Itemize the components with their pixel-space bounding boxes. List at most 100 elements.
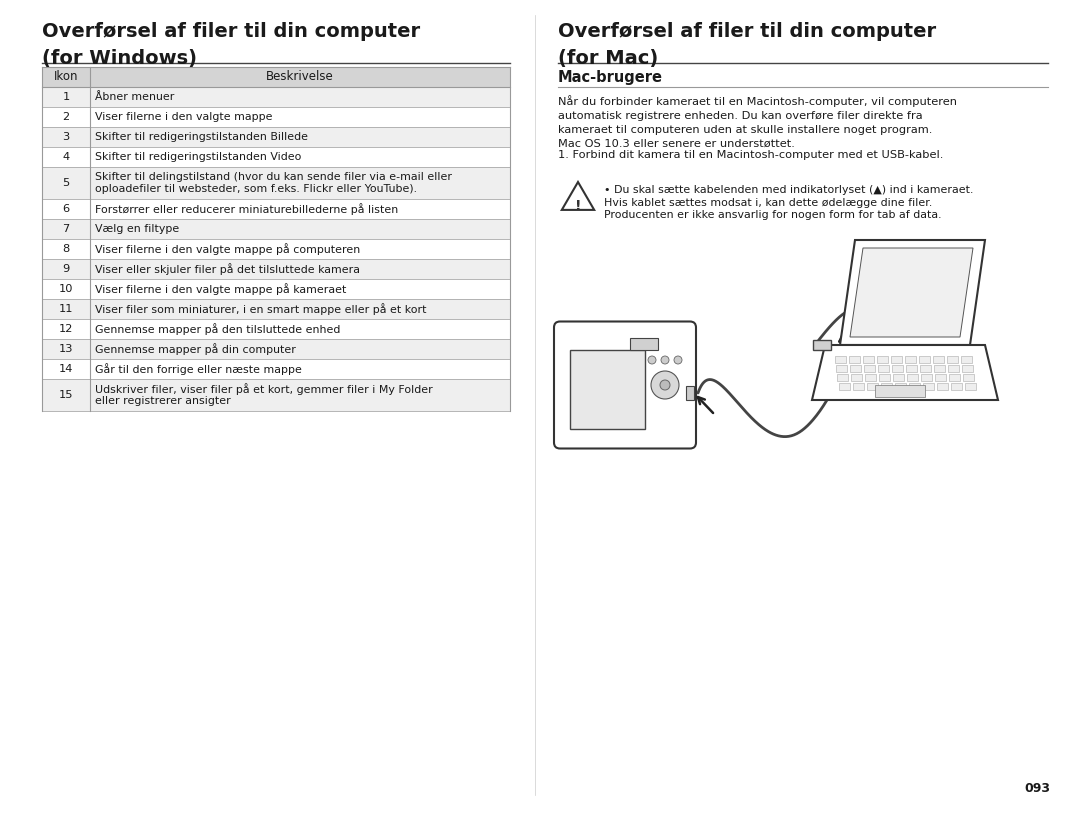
Polygon shape xyxy=(812,345,998,400)
Bar xyxy=(933,356,944,363)
Text: 1. Forbind dit kamera til en Macintosh-computer med et USB-kabel.: 1. Forbind dit kamera til en Macintosh-c… xyxy=(558,150,943,160)
Polygon shape xyxy=(562,182,594,210)
Bar xyxy=(908,383,919,390)
Bar xyxy=(875,385,924,397)
Text: Hvis kablet sættes modsat i, kan dette ødelægge dine filer.: Hvis kablet sættes modsat i, kan dette ø… xyxy=(604,198,932,208)
Bar xyxy=(963,374,974,381)
Text: 12: 12 xyxy=(58,324,73,334)
Bar xyxy=(851,374,863,381)
Text: 11: 11 xyxy=(58,304,73,314)
Bar xyxy=(42,279,510,299)
Bar xyxy=(877,356,888,363)
Text: 9: 9 xyxy=(63,264,69,274)
Bar xyxy=(42,107,510,127)
Text: • Du skal sætte kabelenden med indikatorlyset (▲) ind i kameraet.: • Du skal sætte kabelenden med indikator… xyxy=(604,185,973,195)
Text: Ikon: Ikon xyxy=(54,71,78,83)
Text: Skifter til delingstilstand (hvor du kan sende filer via e-mail eller: Skifter til delingstilstand (hvor du kan… xyxy=(95,172,453,183)
Bar xyxy=(852,383,864,390)
Text: eller registrerer ansigter: eller registrerer ansigter xyxy=(95,396,231,406)
Bar xyxy=(42,219,510,239)
Circle shape xyxy=(651,371,679,399)
Text: 14: 14 xyxy=(58,364,73,374)
Text: Skifter til redigeringstilstanden Billede: Skifter til redigeringstilstanden Billed… xyxy=(95,132,308,142)
Text: 15: 15 xyxy=(58,390,73,400)
Text: Overførsel af filer til din computer: Overførsel af filer til din computer xyxy=(42,22,420,41)
Bar xyxy=(948,365,959,372)
Bar xyxy=(891,356,902,363)
Bar xyxy=(922,383,933,390)
Text: Gennemse mapper på din computer: Gennemse mapper på din computer xyxy=(95,343,296,355)
Bar xyxy=(865,374,876,381)
Text: Mac-brugere: Mac-brugere xyxy=(558,70,663,85)
Bar xyxy=(906,365,917,372)
Bar xyxy=(836,365,847,372)
Text: Åbner menuer: Åbner menuer xyxy=(95,92,174,102)
Circle shape xyxy=(661,356,669,364)
Circle shape xyxy=(674,356,681,364)
FancyBboxPatch shape xyxy=(554,321,696,448)
Text: 13: 13 xyxy=(58,344,73,354)
Bar xyxy=(686,386,694,400)
Text: Forstørrer eller reducerer miniaturebillederne på listen: Forstørrer eller reducerer miniaturebill… xyxy=(95,203,399,215)
Bar xyxy=(42,87,510,107)
Bar xyxy=(936,383,947,390)
Text: Viser filer som miniaturer, i en smart mappe eller på et kort: Viser filer som miniaturer, i en smart m… xyxy=(95,303,427,315)
Bar xyxy=(878,365,889,372)
Bar xyxy=(570,350,646,429)
Bar xyxy=(837,374,849,381)
Polygon shape xyxy=(850,248,973,337)
Text: Viser filerne i den valgte mappe på kameraet: Viser filerne i den valgte mappe på kame… xyxy=(95,283,347,295)
Bar xyxy=(921,374,932,381)
Text: 3: 3 xyxy=(63,132,69,142)
Text: 4: 4 xyxy=(63,152,69,162)
Bar xyxy=(813,340,831,350)
Bar xyxy=(920,365,931,372)
Bar xyxy=(835,356,846,363)
Text: (for Windows): (for Windows) xyxy=(42,49,197,68)
Text: Beskrivelse: Beskrivelse xyxy=(266,71,334,83)
Bar xyxy=(947,356,958,363)
Text: 5: 5 xyxy=(63,178,69,188)
Bar xyxy=(949,374,960,381)
Circle shape xyxy=(648,356,656,364)
Bar xyxy=(850,365,861,372)
Bar xyxy=(42,299,510,319)
Bar xyxy=(838,383,850,390)
Bar xyxy=(950,383,961,390)
Bar xyxy=(864,365,875,372)
Bar xyxy=(879,374,890,381)
Text: 7: 7 xyxy=(63,224,69,234)
Bar xyxy=(894,383,906,390)
Bar xyxy=(42,239,510,259)
Bar xyxy=(42,259,510,279)
Bar xyxy=(42,359,510,379)
Text: (for Mac): (for Mac) xyxy=(558,49,658,68)
Bar xyxy=(42,199,510,219)
Bar xyxy=(42,319,510,339)
Text: 1: 1 xyxy=(63,92,69,102)
Bar xyxy=(42,147,510,167)
Text: Viser filerne i den valgte mappe på computeren: Viser filerne i den valgte mappe på comp… xyxy=(95,243,361,255)
Bar xyxy=(42,379,510,411)
Bar xyxy=(907,374,918,381)
Text: 10: 10 xyxy=(58,284,73,294)
Text: 6: 6 xyxy=(63,204,69,214)
Bar xyxy=(934,365,945,372)
Text: Overførsel af filer til din computer: Overførsel af filer til din computer xyxy=(558,22,936,41)
Bar xyxy=(42,67,510,87)
Bar xyxy=(42,167,510,199)
Bar xyxy=(964,383,975,390)
Bar xyxy=(935,374,946,381)
Bar xyxy=(961,356,972,363)
Text: Vælg en filtype: Vælg en filtype xyxy=(95,224,179,234)
Bar xyxy=(893,374,904,381)
Text: 093: 093 xyxy=(1024,782,1050,795)
Bar xyxy=(892,365,903,372)
Bar xyxy=(919,356,930,363)
Text: Gennemse mapper på den tilsluttede enhed: Gennemse mapper på den tilsluttede enhed xyxy=(95,323,340,335)
Bar xyxy=(42,339,510,359)
Bar xyxy=(863,356,874,363)
Bar xyxy=(849,356,860,363)
Text: !: ! xyxy=(575,199,581,213)
Bar xyxy=(880,383,892,390)
